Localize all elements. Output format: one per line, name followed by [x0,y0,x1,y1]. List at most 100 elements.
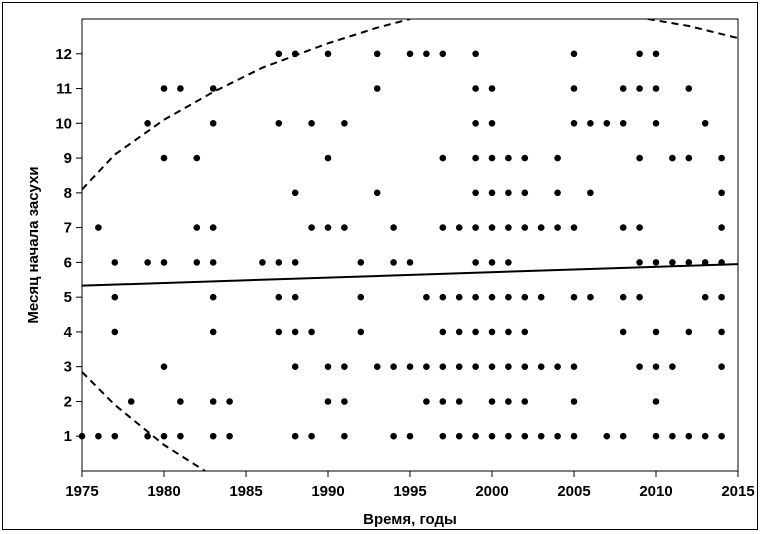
data-point [718,259,725,266]
data-point [554,432,561,440]
data-point [111,328,119,336]
data-point [505,432,512,440]
data-point [669,259,676,266]
y-tick-label: 7 [64,220,72,237]
x-axis: 1975 1980 1985 1990 1995 2000 2005 2010 2015 [65,471,755,500]
data-point [685,259,693,266]
data-point [439,328,447,336]
data-point [685,154,693,162]
data-point [636,154,643,162]
data-point [455,398,463,405]
data-point [423,398,430,405]
data-point [144,432,151,440]
data-point [341,363,348,371]
data-point [373,85,381,92]
data-point [423,50,430,58]
data-point [291,293,299,301]
data-point [127,398,135,405]
data-point [537,363,545,371]
data-point [587,189,594,197]
data-point [619,328,627,336]
data-point [554,224,561,231]
data-point [373,50,381,58]
data-point [291,189,299,197]
data-point [193,154,201,162]
data-point [652,363,660,371]
data-point [423,293,430,301]
data-point [587,120,594,127]
data-point [144,259,151,266]
confidence-band [647,19,738,40]
confidence-band [82,19,411,191]
data-point [455,363,463,371]
x-axis-label: Время, годы [363,511,457,528]
y-tick-label: 4 [64,324,73,341]
data-point [570,363,578,371]
data-point [505,189,512,197]
data-point [160,154,168,162]
x-tick-label: 1985 [229,483,262,500]
data-point [685,432,693,440]
data-point [308,328,315,336]
data-point [226,398,233,405]
data-point [226,432,233,440]
data-point [685,85,693,92]
data-point [652,50,660,58]
data-point [554,189,561,197]
data-point [439,154,447,162]
regression-line [82,263,738,287]
data-point [406,259,414,266]
data-point [488,189,496,197]
data-point [406,363,414,371]
y-axis-label: Месяц начала засухи [25,166,42,323]
data-point [324,363,332,371]
data-point [439,293,447,301]
data-point [505,293,512,301]
data-point [669,432,676,440]
data-point [291,432,299,440]
data-point [472,293,479,301]
data-point [291,259,299,266]
data-point [521,224,529,231]
data-point [308,224,315,231]
data-point [537,224,545,231]
data-point [521,189,529,197]
trend-line [82,263,738,287]
data-point [439,363,447,371]
data-point [291,50,299,58]
data-point [701,432,709,440]
data-point [357,293,365,301]
data-point [701,259,709,266]
data-point [701,120,709,127]
data-point [275,120,283,127]
data-point [619,432,627,440]
data-point [373,363,381,371]
y-tick-label: 9 [64,150,72,167]
data-point [505,224,512,231]
data-point [209,85,217,92]
data-point [324,50,332,58]
data-point [390,224,397,231]
x-tick-label: 1995 [393,483,426,500]
data-point [587,293,594,301]
data-point [652,398,660,405]
data-point [193,224,201,231]
data-point [669,154,676,162]
data-points [78,50,725,440]
data-point [488,154,496,162]
data-point [636,224,643,231]
data-point [455,224,463,231]
x-tick-label: 2005 [557,483,590,500]
data-point [619,293,627,301]
data-point [275,293,283,301]
y-tick-label: 3 [64,359,72,376]
data-point [472,432,479,440]
data-point [111,259,119,266]
data-point [652,120,660,127]
data-point [209,224,217,231]
data-point [472,154,479,162]
data-point [291,363,299,371]
data-point [324,224,332,231]
